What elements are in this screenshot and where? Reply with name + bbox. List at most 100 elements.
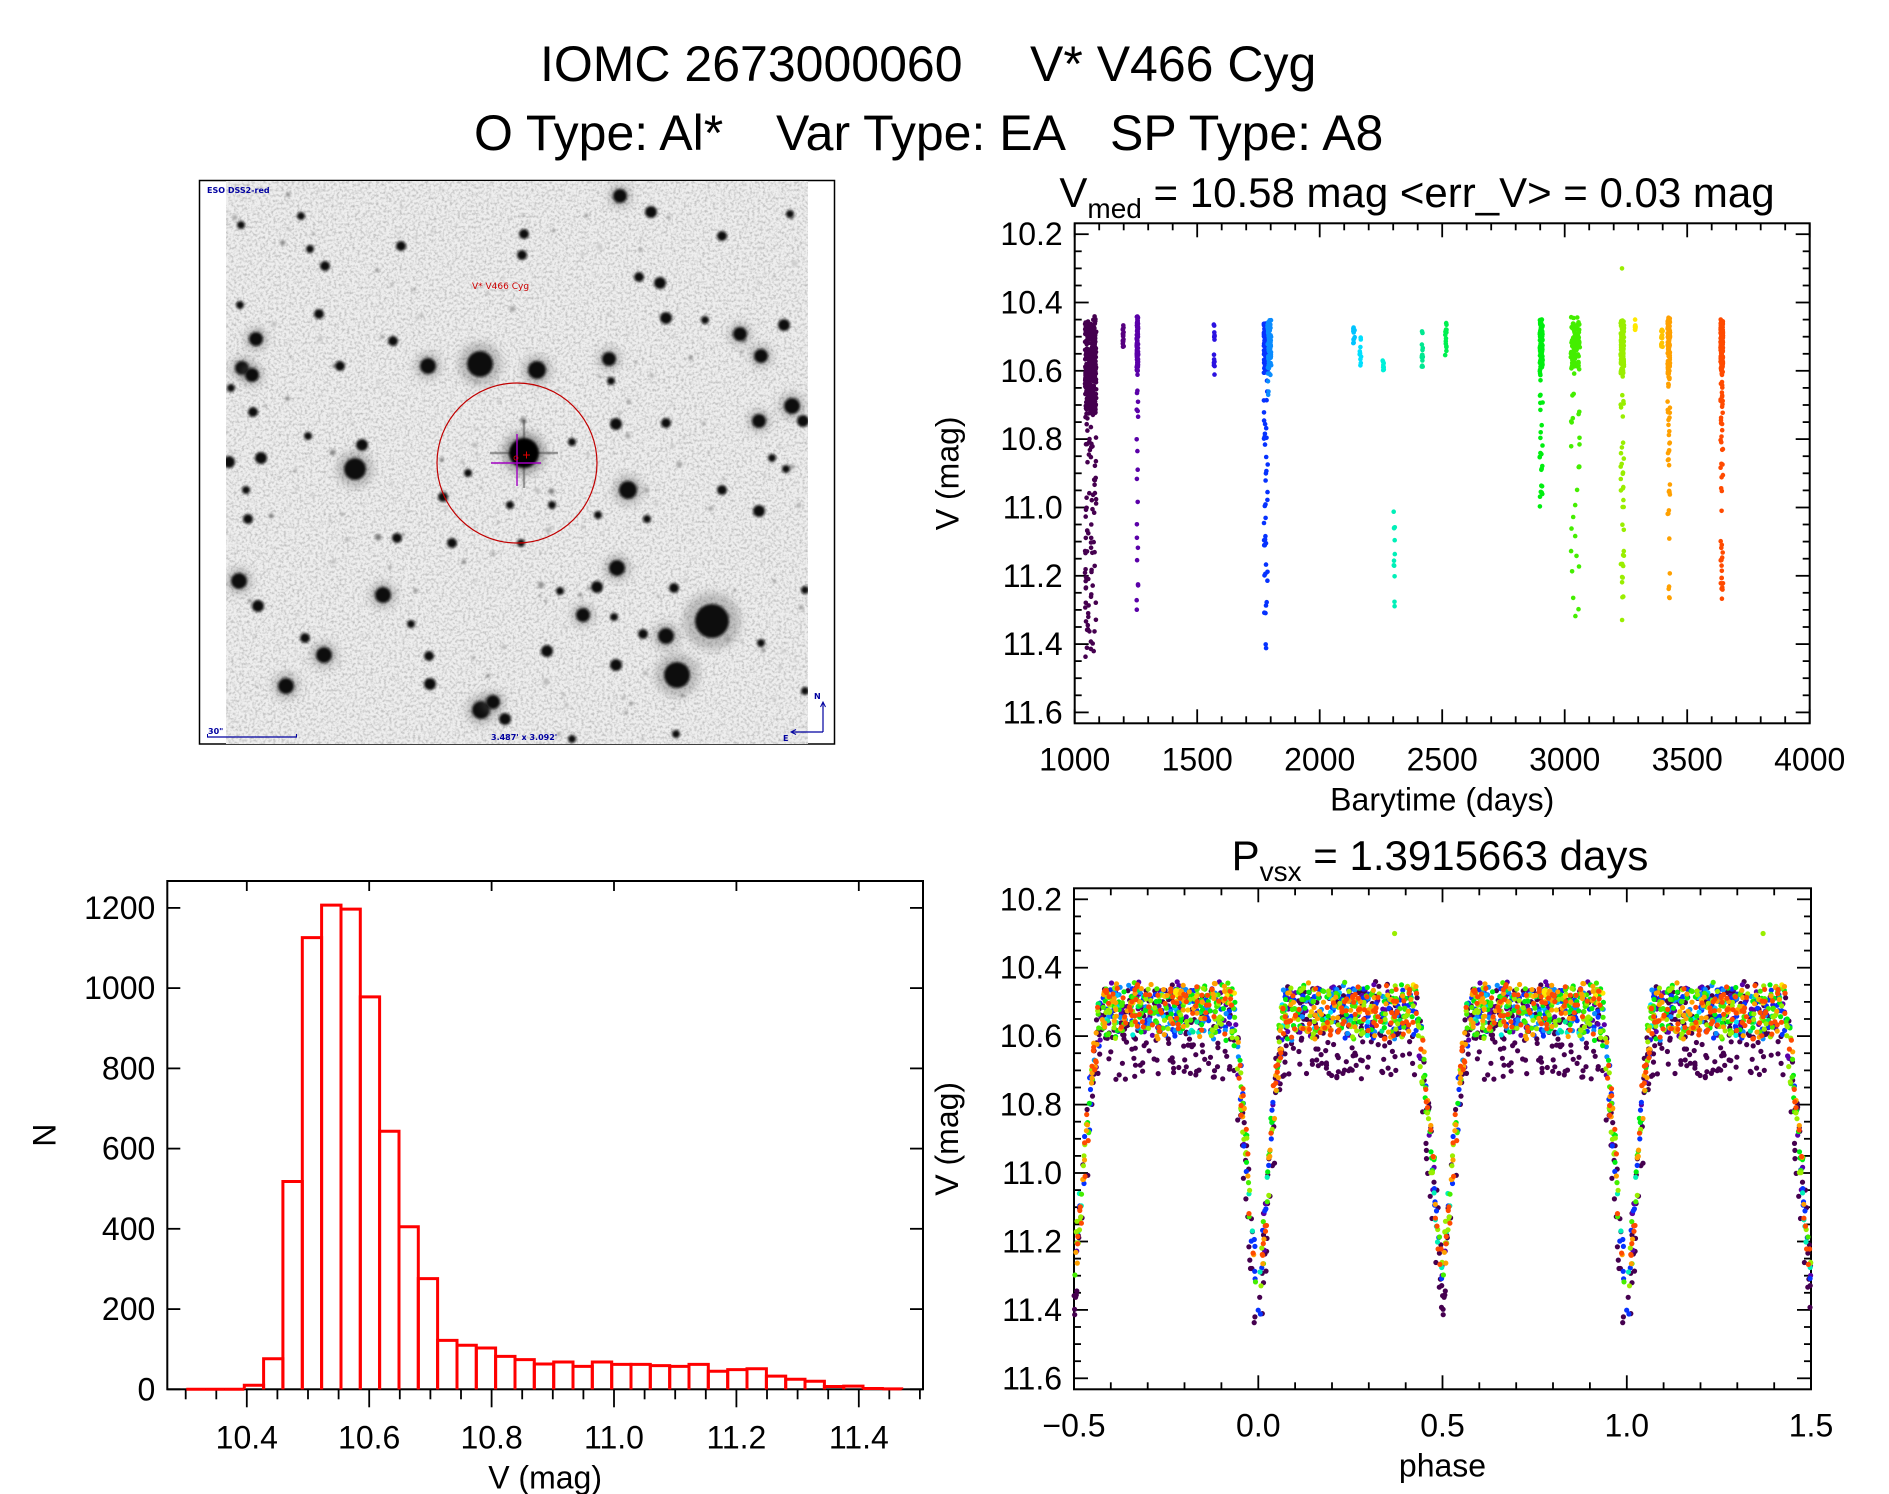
faint-star	[758, 246, 762, 251]
data-point	[1677, 1009, 1683, 1015]
faint-star	[512, 405, 516, 408]
data-point	[1083, 372, 1088, 378]
data-point	[1358, 337, 1364, 342]
data-point	[1208, 1033, 1214, 1039]
faint-star	[763, 473, 767, 477]
data-point	[1621, 504, 1626, 510]
data-point	[1587, 1021, 1593, 1027]
data-point	[1102, 1024, 1108, 1030]
data-point	[1423, 1147, 1429, 1153]
data-point	[1252, 1268, 1258, 1274]
data-point	[1511, 1007, 1517, 1014]
faint-star	[473, 579, 476, 582]
faint-star	[475, 427, 479, 431]
data-point	[1280, 1073, 1286, 1079]
data-point	[1442, 352, 1448, 358]
data-point	[1485, 1072, 1491, 1078]
data-point	[1680, 1036, 1686, 1042]
data-point	[1719, 434, 1724, 439]
data-point	[1319, 1060, 1325, 1066]
data-point	[1719, 563, 1724, 568]
faint-star	[643, 487, 650, 493]
x-tick-label: 0.5	[1420, 1407, 1464, 1443]
star	[464, 469, 472, 477]
data-point	[1455, 1100, 1461, 1106]
star	[658, 628, 674, 644]
data-point	[1439, 1283, 1445, 1289]
data-point	[1181, 1068, 1187, 1074]
data-point	[1609, 1175, 1615, 1181]
faint-star	[253, 634, 256, 637]
data-point	[1552, 1019, 1558, 1025]
faint-star	[501, 645, 506, 649]
data-point	[1718, 538, 1723, 544]
faint-star	[629, 701, 634, 706]
data-point	[1728, 1039, 1734, 1045]
data-point	[1770, 1005, 1776, 1011]
data-point	[1569, 324, 1574, 330]
data-point	[1538, 392, 1543, 398]
data-point	[1343, 1059, 1349, 1065]
light-curve-title: Vmed = 10.58 mag <err_V> = 0.03 mag	[1059, 169, 1774, 224]
data-point	[1135, 448, 1140, 454]
data-point	[1113, 1007, 1119, 1013]
data-point	[1650, 1051, 1657, 1057]
data-point	[1235, 1117, 1241, 1123]
data-point	[1298, 1037, 1304, 1043]
data-point	[1757, 988, 1763, 994]
data-point	[1570, 1056, 1576, 1062]
data-point	[1667, 410, 1673, 416]
data-point	[1117, 1014, 1123, 1021]
y-tick-label: 11.4	[1003, 626, 1063, 662]
data-point	[1358, 360, 1364, 366]
data-point	[1583, 1064, 1589, 1070]
data-point	[1265, 1169, 1271, 1175]
data-point	[1442, 1229, 1448, 1235]
faint-star	[665, 329, 667, 331]
data-point	[1508, 1068, 1514, 1074]
data-point	[1620, 1268, 1626, 1274]
faint-star	[550, 244, 553, 247]
data-point	[1638, 1163, 1644, 1169]
data-point	[1665, 326, 1670, 332]
data-point	[1719, 427, 1725, 433]
data-point	[1243, 1159, 1250, 1165]
data-point	[1614, 1180, 1620, 1186]
data-point	[1534, 1026, 1540, 1032]
data-point	[1620, 392, 1625, 398]
faint-star	[796, 502, 802, 509]
data-point	[1088, 545, 1094, 550]
target-circle	[436, 382, 598, 544]
data-point	[1577, 435, 1582, 441]
data-point	[1185, 1042, 1191, 1048]
data-point	[1776, 996, 1782, 1003]
data-point	[1252, 1279, 1259, 1285]
data-point	[1421, 1074, 1427, 1080]
data-point	[1085, 319, 1091, 325]
star	[300, 633, 310, 643]
star	[243, 514, 253, 524]
data-point	[1619, 370, 1625, 375]
faint-star	[367, 634, 370, 637]
star	[424, 651, 434, 661]
faint-star	[778, 444, 781, 447]
data-point	[1540, 491, 1545, 497]
faint-star	[413, 288, 416, 291]
y-tick-label: 11.6	[1003, 694, 1063, 730]
y-tick-label: 10.2	[1000, 881, 1062, 917]
faint-star	[740, 350, 743, 354]
data-point	[1265, 569, 1270, 575]
data-point	[1088, 594, 1094, 600]
y-tick-label: 11.2	[1003, 558, 1063, 594]
data-point	[1538, 435, 1543, 441]
data-point	[1574, 487, 1580, 493]
data-point	[1119, 1000, 1125, 1006]
data-point	[1782, 1027, 1788, 1033]
faint-star	[596, 244, 603, 250]
faint-star	[739, 639, 743, 642]
star	[396, 241, 406, 251]
data-point	[1530, 1017, 1536, 1023]
light-curve-plot: Vmed = 10.58 mag <err_V> = 0.03 mag 1000…	[930, 169, 1846, 817]
data-point	[1321, 988, 1327, 995]
data-point	[1082, 570, 1088, 575]
